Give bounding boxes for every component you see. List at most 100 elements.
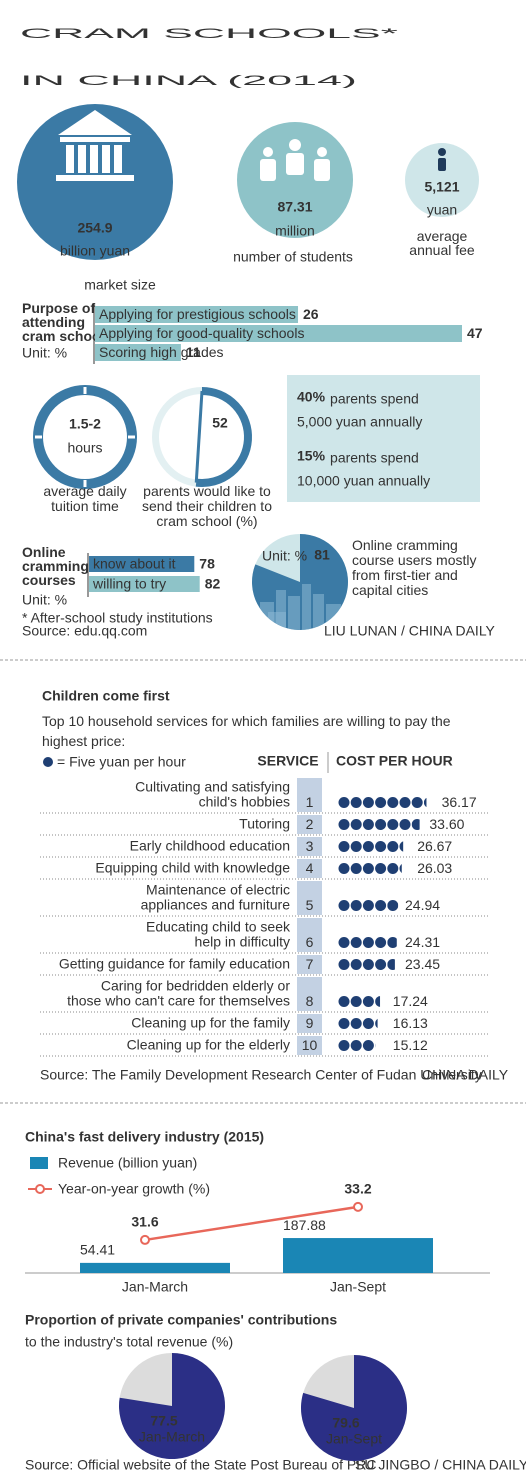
legend-label: Revenue (billion yuan) (58, 1155, 197, 1171)
stat-label: market size (84, 277, 156, 293)
value-label: 33.60 (429, 816, 464, 832)
bar (95, 306, 299, 323)
source: Source: The Family Development Research … (40, 1067, 482, 1083)
dot (338, 1040, 350, 1051)
legend-label: = Five yuan per hour (57, 754, 186, 770)
credit: LIU LUNAN / CHINA DAILY (324, 623, 496, 639)
rank: 1 (306, 794, 314, 810)
service-label: Caring for bedridden elderly or those who… (67, 977, 290, 1008)
rank-box (297, 977, 322, 1011)
dot-row (338, 1040, 376, 1051)
dot (399, 841, 404, 852)
unit-label: Unit: % (22, 592, 67, 608)
value-label: 78 (199, 556, 215, 572)
service-label: Equipping child with knowledge (95, 859, 290, 875)
dot (362, 959, 374, 970)
spending-share: 40% (297, 389, 326, 405)
stat-unit: million (275, 223, 315, 239)
x-tick-label: Jan-March (122, 1279, 188, 1295)
chart-title: China's fast delivery industry (2015) (25, 1129, 264, 1145)
dot (387, 959, 395, 970)
stat-unit: billion yuan (60, 243, 130, 259)
donut-edge (194, 390, 204, 483)
rank-box (297, 815, 322, 834)
dot (399, 864, 402, 873)
chart-title: Online cramming courses (22, 544, 89, 588)
value-label: 16.13 (393, 1015, 428, 1031)
rank: 8 (306, 993, 314, 1009)
decoration (276, 590, 286, 630)
rank: 7 (306, 956, 314, 972)
pie-value: 79.6 (332, 1415, 359, 1431)
dot (350, 863, 362, 874)
line (144, 1205, 359, 1242)
rank: 9 (306, 1015, 314, 1031)
decoration (313, 594, 324, 630)
dot (375, 937, 387, 948)
value-label: 17.24 (393, 993, 428, 1009)
bar (95, 325, 462, 342)
rank-box (297, 1014, 322, 1033)
bar-label: Applying for prestigious schools (99, 306, 296, 322)
dot (362, 996, 374, 1007)
value-label: 11 (186, 344, 201, 360)
service-label: Early childhood education (130, 837, 290, 853)
pie-slice (119, 1353, 225, 1459)
dot (387, 841, 399, 852)
rank-box (297, 918, 322, 952)
dot (375, 819, 387, 830)
legend-dot (43, 757, 53, 767)
dot-row (338, 841, 404, 852)
stat-value: 254.9 (77, 220, 112, 236)
dot (423, 797, 427, 808)
tuition-value: 1.5-2 (69, 416, 101, 432)
dot-row (338, 937, 397, 948)
bar-label: willing to try (92, 576, 166, 592)
dot (350, 797, 362, 808)
dot (362, 900, 374, 911)
dot (411, 819, 420, 830)
source: Source: edu.qq.com (22, 623, 147, 639)
dot-row (338, 863, 402, 874)
service-label: Cultivating and satisfying child's hobbie… (135, 778, 290, 809)
dot (350, 1018, 362, 1029)
rank-box (297, 1036, 322, 1055)
dot (387, 937, 397, 948)
dot (338, 900, 350, 911)
decoration (317, 147, 327, 157)
dot (375, 959, 387, 970)
dot (338, 797, 350, 808)
dot (362, 797, 374, 808)
bar (80, 1262, 230, 1273)
pie-category: Jan-March (139, 1429, 205, 1445)
value-label: 31.6 (131, 1214, 158, 1230)
value-label: 47 (467, 325, 483, 341)
decoration (78, 145, 86, 173)
dot-row (338, 819, 420, 830)
dot (411, 797, 423, 808)
rank: 10 (302, 1037, 318, 1053)
dot (350, 819, 362, 830)
dot (399, 819, 411, 830)
value-label: 54.41 (80, 1242, 115, 1258)
decoration (17, 104, 173, 260)
decoration (314, 159, 330, 181)
pie-slice (300, 1355, 407, 1461)
value-label: 26 (303, 306, 319, 322)
footnote: * After-school study institutions (22, 610, 213, 626)
dot (350, 1040, 362, 1051)
dot (387, 863, 399, 874)
unit-label: Unit: % (262, 548, 307, 564)
value-label: 26.03 (417, 860, 452, 876)
dot (375, 841, 387, 852)
line-point (140, 1234, 150, 1245)
decoration (58, 110, 132, 135)
bar (89, 556, 195, 572)
dot (350, 900, 362, 911)
dot (362, 863, 374, 874)
decoration (405, 143, 479, 217)
decoration (43, 395, 127, 479)
stat-value: 5,121 (424, 179, 459, 195)
